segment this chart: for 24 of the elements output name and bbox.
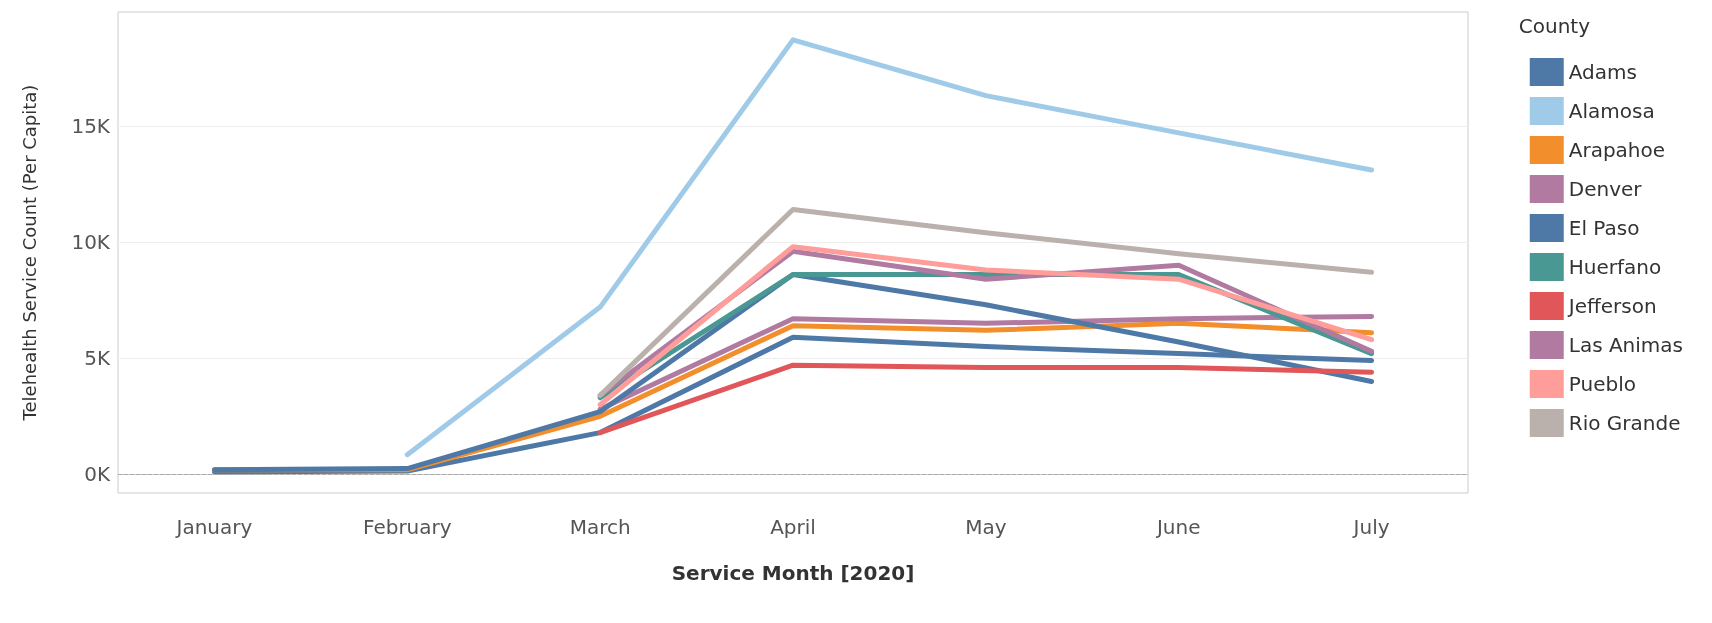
y-tick-label: 0K	[84, 462, 111, 487]
legend-label: Adams	[1568, 60, 1637, 84]
legend-label: Las Animas	[1568, 333, 1683, 357]
x-tick-label: April	[770, 515, 816, 539]
legend-label: Huerfano	[1568, 255, 1662, 279]
legend-label: Rio Grande	[1568, 411, 1681, 435]
legend-label: Pueblo	[1568, 372, 1636, 396]
y-axis-title: Telehealth Service Count (Per Capita)	[18, 84, 40, 422]
x-axis-title: Service Month [2020]	[671, 561, 915, 585]
legend-label: Jefferson	[1566, 294, 1657, 318]
x-tick-label: July	[1351, 515, 1390, 539]
y-tick-label: 15K	[71, 113, 111, 138]
legend-label: El Paso	[1568, 216, 1640, 240]
x-tick-label: March	[569, 515, 631, 539]
legend-title: County	[1518, 14, 1591, 38]
legend-label: Alamosa	[1568, 99, 1655, 123]
y-tick-label: 5K	[84, 346, 111, 371]
y-tick-label: 10K	[71, 230, 111, 255]
legend-label: Arapahoe	[1568, 138, 1666, 162]
x-tick-label: February	[362, 515, 452, 539]
x-tick-label: May	[965, 515, 1007, 539]
legend-label: Denver	[1568, 177, 1643, 201]
x-tick-label: June	[1154, 515, 1201, 539]
x-tick-label: January	[174, 515, 253, 539]
